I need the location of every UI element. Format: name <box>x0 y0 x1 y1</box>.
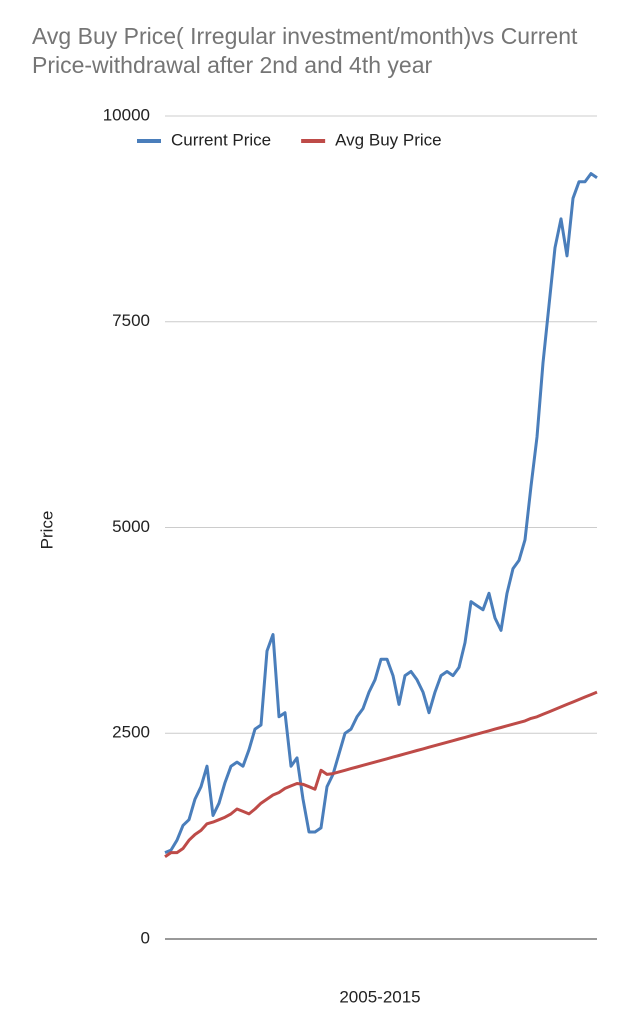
y-tick-label: 7500 <box>112 311 150 330</box>
y-tick-label: 2500 <box>112 723 150 742</box>
x-axis-title: 2005-2015 <box>339 987 420 1006</box>
series-line <box>164 172 598 854</box>
chart-title: Avg Buy Price( Irregular investment/mont… <box>32 23 578 78</box>
y-tick-label: 5000 <box>112 517 150 536</box>
series-line <box>164 690 598 858</box>
legend-label: Current Price <box>171 130 271 149</box>
legend-label: Avg Buy Price <box>335 130 441 149</box>
y-tick-label: 0 <box>141 928 150 947</box>
y-tick-label: 10000 <box>103 105 150 124</box>
y-axis-title: Price <box>37 511 56 550</box>
